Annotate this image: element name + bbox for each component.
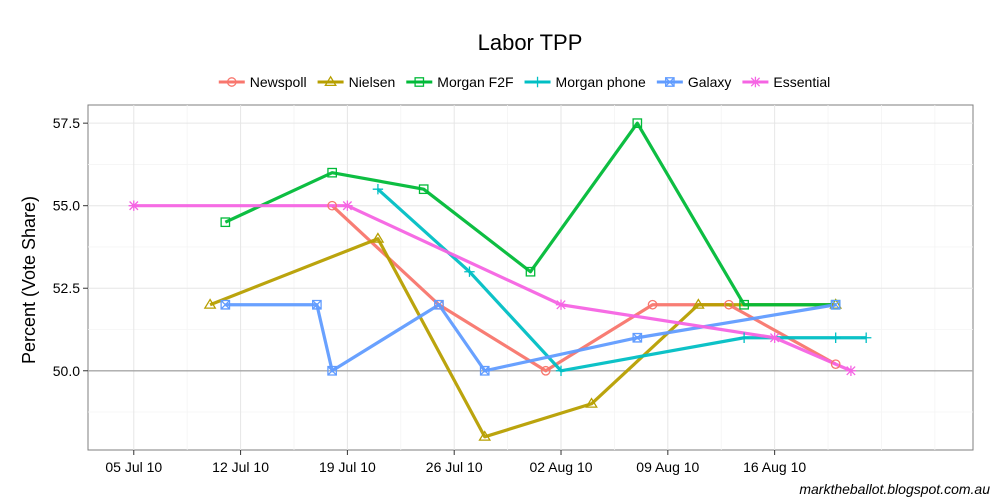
- point-morgan-phone: [860, 332, 872, 343]
- legend: Newspoll Nielsen Morgan F2F Morgan phone Gal…: [218, 74, 830, 90]
- caption: marktheballot.blogspot.com.au: [799, 481, 990, 497]
- point-morgan-phone: [372, 183, 384, 195]
- point-nielsen: [371, 232, 385, 243]
- point-essential: [555, 299, 567, 310]
- point-morgan-f2f: [220, 217, 231, 228]
- point-nielsen: [691, 298, 705, 309]
- legend-label-nielsen: Nielsen: [349, 74, 396, 90]
- point-galaxy: [632, 332, 643, 343]
- series-line-newspoll: [331, 204, 837, 373]
- x-tick-label: 16 Aug 10: [743, 459, 806, 475]
- legend-label-morgan-f2f: Morgan F2F: [437, 74, 513, 90]
- legend-item-essential: Essential: [742, 74, 830, 90]
- legend-label-morgan-phone: Morgan phone: [556, 74, 647, 90]
- y-tick-label: 57.5: [53, 115, 80, 131]
- point-nielsen: [829, 298, 843, 309]
- point-galaxy: [220, 299, 231, 310]
- point-morgan-f2f: [739, 299, 749, 310]
- point-essential: [342, 200, 353, 211]
- x-tick-label: 19 Jul 10: [319, 459, 376, 475]
- point-nielsen: [585, 397, 598, 408]
- point-nielsen: [203, 298, 217, 309]
- point-newspoll: [540, 365, 551, 376]
- legend-marker-newspoll: [226, 77, 237, 87]
- legend-item-morgan-f2f: Morgan F2F: [406, 74, 514, 90]
- y-axis: 50.0 52.5 55.0 57.5: [53, 115, 88, 379]
- point-morgan-f2f: [418, 184, 429, 195]
- point-essential: [845, 365, 857, 376]
- point-morgan-f2f: [327, 167, 337, 178]
- point-essential: [769, 332, 780, 343]
- x-tick-label: 12 Jul 10: [212, 459, 269, 475]
- legend-label-newspoll: Newspoll: [250, 74, 307, 90]
- x-tick-label: 26 Jul 10: [426, 459, 483, 475]
- point-galaxy: [434, 299, 444, 310]
- point-morgan-f2f: [525, 266, 536, 277]
- legend-label-galaxy: Galaxy: [688, 74, 732, 90]
- x-tick-label: 02 Aug 10: [529, 459, 592, 475]
- x-tick-label: 09 Aug 10: [636, 459, 699, 475]
- point-morgan-phone: [830, 332, 841, 343]
- y-axis-title: Percent (Vote Share): [19, 196, 39, 364]
- legend-marker-essential: [750, 76, 761, 88]
- point-morgan-phone: [464, 266, 475, 277]
- point-newspoll: [327, 200, 337, 211]
- point-morgan-f2f: [632, 118, 643, 129]
- point-newspoll: [647, 299, 658, 310]
- plot-panel: [87, 104, 974, 451]
- legend-item-galaxy: Galaxy: [656, 74, 732, 90]
- point-galaxy: [479, 365, 490, 376]
- point-galaxy: [830, 299, 841, 310]
- x-axis: 05 Jul 10 12 Jul 10 19 Jul 10 26 Jul 10 02 A…: [105, 450, 806, 475]
- legend-item-nielsen: Nielsen: [317, 74, 396, 90]
- point-morgan-phone: [738, 332, 750, 343]
- legend-marker-morgan-phone: [532, 76, 543, 88]
- y-tick-label: 52.5: [53, 280, 80, 296]
- point-essential: [128, 200, 139, 211]
- legend-marker-nielsen: [324, 75, 337, 87]
- chart-title: Labor TPP: [478, 30, 583, 55]
- legend-marker-morgan-f2f: [414, 77, 425, 87]
- y-tick-label: 55.0: [53, 198, 80, 214]
- x-tick-label: 05 Jul 10: [105, 459, 162, 475]
- series-line-nielsen: [209, 237, 836, 439]
- legend-item-newspoll: Newspoll: [218, 74, 307, 90]
- point-morgan-phone: [555, 365, 567, 376]
- point-newspoll: [830, 359, 841, 370]
- series-markers: [128, 118, 872, 441]
- y-tick-label: 50.0: [53, 363, 80, 379]
- series-line-morgan-f2f: [224, 121, 836, 307]
- point-nielsen: [478, 430, 492, 441]
- legend-marker-galaxy: [664, 77, 675, 87]
- legend-item-morgan-phone: Morgan phone: [524, 74, 647, 90]
- legend-label-essential: Essential: [773, 74, 830, 90]
- point-newspoll: [724, 299, 734, 310]
- point-galaxy: [327, 365, 337, 376]
- point-galaxy: [312, 299, 322, 310]
